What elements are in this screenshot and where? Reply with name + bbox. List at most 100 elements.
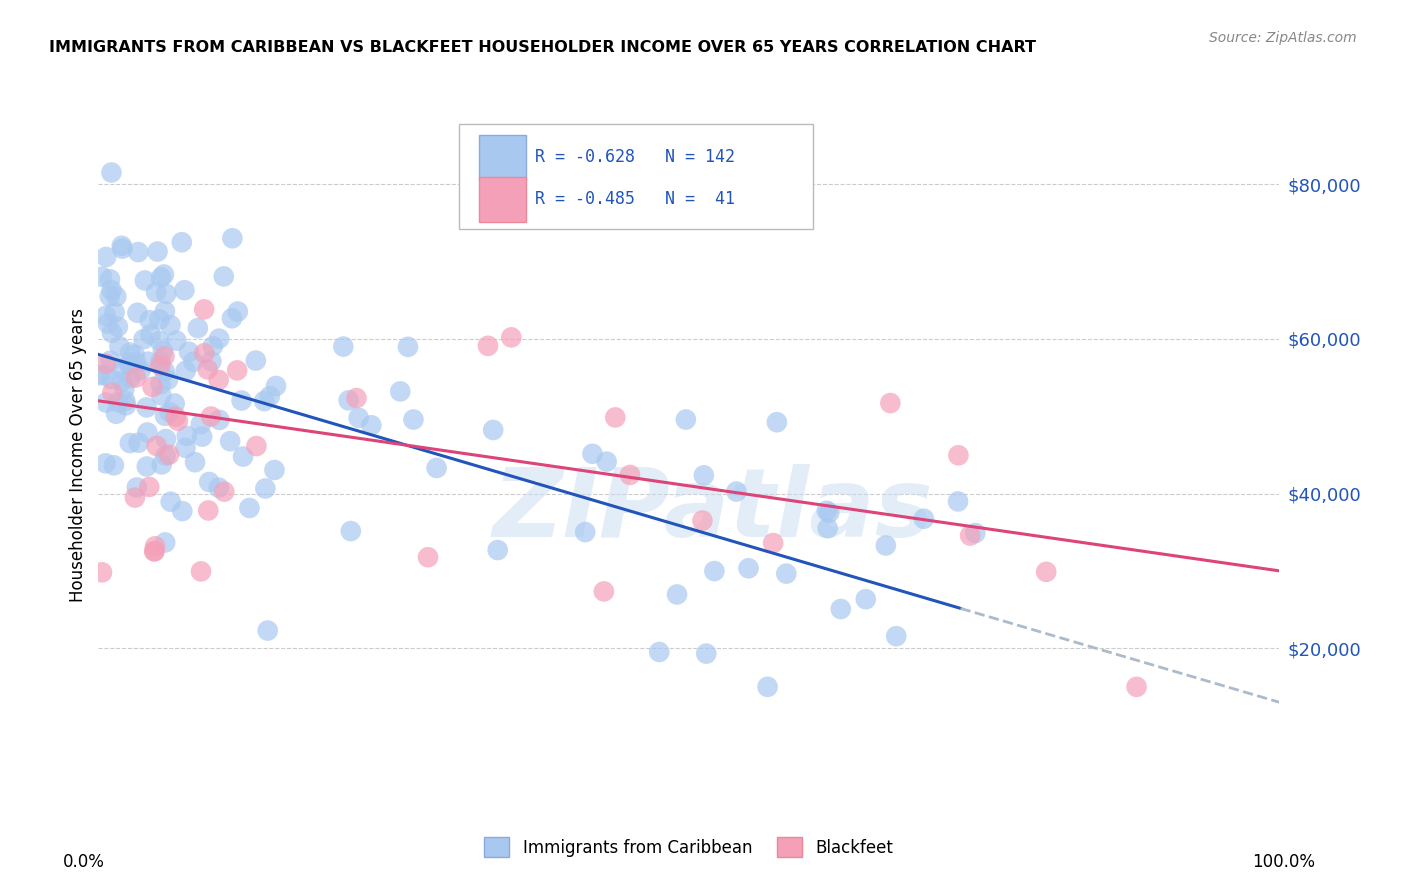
Point: [675, 412, 697, 426]
Point: [111, 242, 134, 256]
Point: [263, 463, 285, 477]
Point: [337, 393, 360, 408]
Point: [118, 436, 141, 450]
Point: [107, 395, 129, 409]
FancyBboxPatch shape: [478, 135, 526, 180]
Point: [482, 423, 505, 437]
Point: [115, 398, 138, 412]
Point: [155, 286, 177, 301]
Point: [120, 345, 142, 359]
Text: R = -0.485   N =  41: R = -0.485 N = 41: [536, 190, 735, 208]
Point: [176, 429, 198, 443]
Point: [737, 561, 759, 575]
Text: ZIPatlas: ZIPatlas: [492, 464, 932, 558]
Point: [426, 461, 449, 475]
Point: [221, 231, 243, 245]
Point: [693, 468, 716, 483]
Point: [143, 544, 166, 558]
Point: [197, 362, 219, 376]
Point: [200, 409, 222, 424]
Point: [477, 339, 499, 353]
Point: [855, 592, 877, 607]
Point: [245, 439, 267, 453]
Point: [148, 334, 170, 348]
Text: 100.0%: 100.0%: [1251, 853, 1315, 871]
Point: [145, 439, 167, 453]
Point: [136, 425, 159, 440]
Point: [114, 382, 136, 396]
Text: 0.0%: 0.0%: [63, 853, 105, 871]
Point: [153, 268, 176, 282]
Point: [1035, 565, 1057, 579]
Point: [138, 480, 160, 494]
Point: [238, 500, 260, 515]
Point: [150, 388, 173, 402]
Point: [332, 340, 354, 354]
Point: [138, 313, 160, 327]
Point: [1125, 680, 1147, 694]
Point: [208, 481, 231, 495]
Point: [959, 528, 981, 542]
FancyBboxPatch shape: [458, 124, 813, 229]
Point: [402, 412, 425, 426]
Point: [148, 312, 170, 326]
Text: IMMIGRANTS FROM CARIBBEAN VS BLACKFEET HOUSEHOLDER INCOME OVER 65 YEARS CORRELAT: IMMIGRANTS FROM CARIBBEAN VS BLACKFEET H…: [49, 40, 1036, 55]
Point: [105, 407, 128, 421]
Point: [100, 283, 122, 297]
Point: [129, 363, 152, 377]
Point: [183, 355, 205, 369]
Point: [574, 524, 596, 539]
Point: [815, 504, 838, 518]
Point: [593, 584, 616, 599]
Point: [135, 459, 157, 474]
Point: [231, 393, 253, 408]
Point: [197, 503, 219, 517]
Point: [132, 332, 155, 346]
Point: [208, 413, 231, 427]
Point: [174, 441, 197, 455]
Point: [149, 359, 172, 373]
Point: [125, 355, 148, 369]
Point: [201, 339, 224, 353]
Point: [153, 304, 176, 318]
Point: [501, 330, 523, 344]
Point: [170, 235, 193, 250]
Point: [875, 539, 897, 553]
Point: [125, 370, 148, 384]
Point: [159, 405, 181, 419]
Point: [340, 524, 363, 538]
Point: [111, 362, 134, 376]
Point: [136, 354, 159, 368]
Point: [360, 418, 382, 433]
Point: [101, 326, 124, 340]
Point: [965, 526, 987, 541]
Point: [762, 536, 785, 550]
Legend: Immigrants from Caribbean, Blackfeet: Immigrants from Caribbean, Blackfeet: [478, 830, 900, 864]
Point: [879, 396, 901, 410]
Point: [128, 435, 150, 450]
Point: [149, 377, 172, 392]
Point: [156, 373, 179, 387]
Point: [104, 305, 127, 319]
Point: [666, 587, 689, 601]
Point: [163, 396, 186, 410]
Point: [830, 602, 852, 616]
Point: [155, 432, 177, 446]
Point: [103, 458, 125, 473]
Point: [253, 394, 276, 409]
Point: [648, 645, 671, 659]
Point: [396, 340, 419, 354]
Point: [97, 317, 120, 331]
Point: [127, 245, 149, 260]
Point: [256, 624, 278, 638]
Point: [775, 566, 797, 581]
Point: [486, 543, 509, 558]
Point: [347, 410, 370, 425]
Point: [94, 250, 117, 264]
Point: [125, 480, 148, 494]
Point: [91, 566, 114, 580]
Point: [187, 321, 209, 335]
Point: [389, 384, 412, 399]
Point: [139, 327, 162, 342]
Point: [118, 358, 141, 372]
